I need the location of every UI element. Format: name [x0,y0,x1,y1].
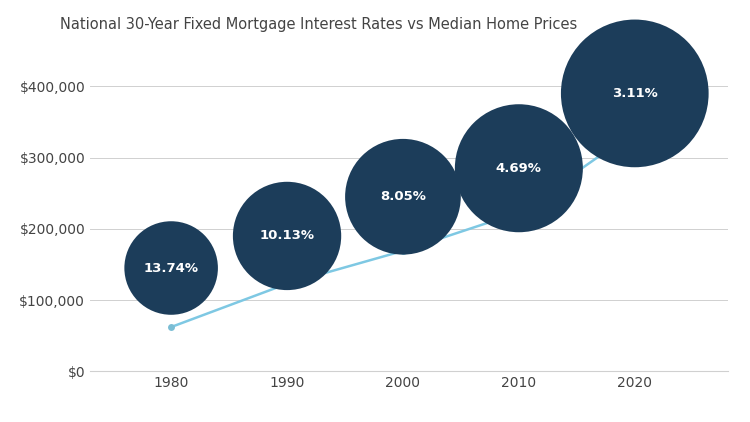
Point [397,248,409,254]
Text: 13.74%: 13.74% [144,262,199,275]
Point [165,265,177,271]
Point [165,324,177,330]
Text: 10.13%: 10.13% [260,230,314,243]
Point [281,280,293,287]
Point [281,233,293,239]
Point [513,209,525,216]
Text: 3.11%: 3.11% [612,87,658,100]
Point [628,90,640,97]
Text: 8.05%: 8.05% [380,190,426,203]
Point [513,165,525,172]
Text: National 30-Year Fixed Mortgage Interest Rates vs Median Home Prices: National 30-Year Fixed Mortgage Interest… [60,17,578,32]
Text: 4.69%: 4.69% [496,162,542,175]
Point [628,128,640,135]
Point [397,193,409,200]
